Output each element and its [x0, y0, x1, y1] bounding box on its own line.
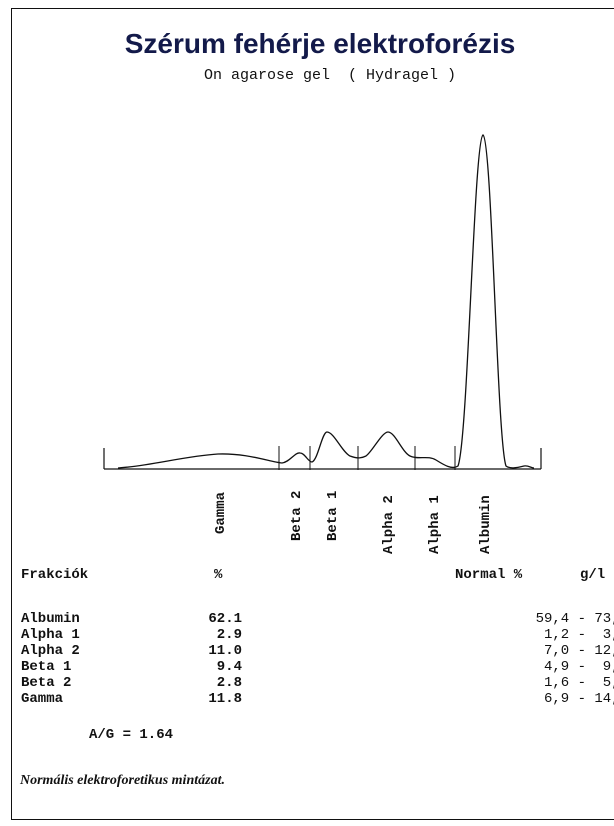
row-name: Gamma	[21, 691, 64, 707]
row-normal-range: 1,6 - 5,6	[543, 675, 614, 691]
row-percent: 2.9	[216, 627, 242, 643]
table-row: Alpha 2 11.0 7,0 - 12,2	[0, 643, 614, 659]
row-normal-range: 1,2 - 3,1	[543, 627, 614, 643]
row-percent: 9.4	[216, 659, 242, 675]
fraction-label-beta2: Beta 2	[289, 491, 305, 541]
row-normal-range: 59,4 - 73,9	[535, 611, 614, 627]
table-row: Beta 2 2.8 1,6 - 5,6	[0, 675, 614, 691]
table-row: Gamma 11.8 6,9 - 14,7	[0, 691, 614, 707]
row-name: Albumin	[21, 611, 80, 627]
ag-ratio: A/G = 1.64	[89, 727, 174, 743]
fraction-label-alpha1: Alpha 1	[427, 495, 443, 554]
fraction-label-alpha2: Alpha 2	[381, 495, 397, 554]
row-percent: 11.8	[208, 691, 242, 707]
row-name: Beta 1	[21, 659, 72, 675]
densitometry-curve	[117, 134, 535, 469]
row-percent: 62.1	[208, 611, 242, 627]
header-percent: %	[214, 567, 223, 583]
row-percent: 2.8	[216, 675, 242, 691]
row-normal-range: 7,0 - 12,2	[543, 643, 614, 659]
fraction-label-gamma: Gamma	[213, 491, 229, 534]
row-percent: 11.0	[208, 643, 242, 659]
electrophoresis-graph: Gamma Beta 2 Beta 1 Alpha 2 Alpha 1 Albu…	[103, 134, 542, 554]
report-title: Szérum fehérje elektroforézis	[124, 28, 516, 59]
row-name: Alpha 2	[21, 643, 80, 659]
table-row: Albumin 62.1 59,4 - 73,9	[0, 611, 614, 627]
interpretation-comment: Normális elektroforetikus mintázat.	[20, 773, 225, 788]
report-frame	[11, 8, 614, 820]
row-name: Beta 2	[21, 675, 72, 691]
table-row: Beta 1 9.4 4,9 - 9,4	[0, 659, 614, 675]
header-gl: g/l	[580, 567, 606, 583]
fraction-label-beta1: Beta 1	[325, 491, 341, 541]
report-subtitle: On agarose gel ( Hydragel )	[203, 67, 457, 84]
fraction-label-albumin: Albumin	[478, 495, 494, 554]
row-name: Alpha 1	[21, 627, 80, 643]
row-normal-range: 4,9 - 9,4	[543, 659, 614, 675]
table-header-row: Frakciók % Normal % g/l	[0, 567, 614, 583]
table-row: Alpha 1 2.9 1,2 - 3,1	[0, 627, 614, 643]
header-normal-percent: Normal %	[455, 567, 523, 583]
row-normal-range: 6,9 - 14,7	[543, 691, 614, 707]
header-fraction: Frakciók	[21, 567, 89, 583]
